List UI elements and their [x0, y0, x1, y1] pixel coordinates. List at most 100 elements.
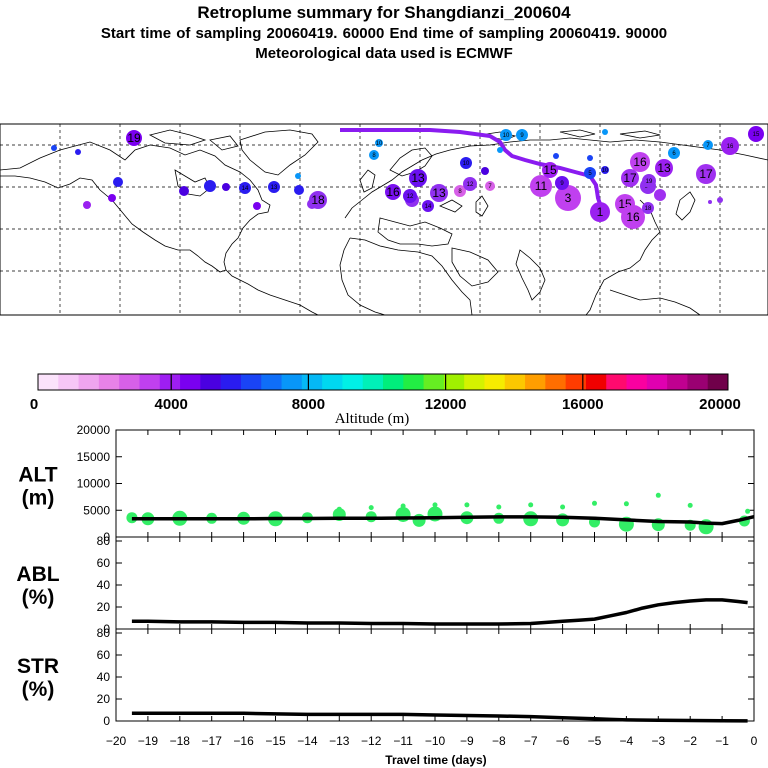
y-tick-label: 40 [97, 578, 111, 592]
coast-india [515, 249, 546, 301]
colorbar-swatch [180, 374, 201, 390]
series-line [131, 514, 755, 526]
plume-marker: 12 [463, 177, 477, 191]
plume-dot [497, 147, 503, 153]
plume-circle [239, 182, 251, 194]
plume-label: 18 [311, 193, 325, 207]
plume-marker: 18 [309, 191, 327, 209]
x-tick-label: −17 [202, 734, 223, 748]
plume-marker: 9 [555, 176, 569, 190]
colorbar-swatch [362, 374, 384, 390]
plume-marker: 13 [655, 159, 673, 177]
plume-marker: 13 [268, 181, 280, 193]
colorbar-tick-label: 4000 [155, 396, 188, 413]
plume-dot [553, 153, 559, 159]
colorbar-swatch [38, 374, 59, 390]
plume-marker: 5 [584, 167, 596, 179]
panel-label-bottom: (%) [22, 586, 55, 609]
plume-dot [654, 189, 666, 201]
plume-circle [748, 126, 764, 142]
plume-circle [268, 181, 280, 193]
x-tick-label: −15 [265, 734, 286, 748]
plume-marker: 8 [369, 150, 379, 160]
colorbar-swatch [342, 374, 364, 390]
plume-circle [655, 159, 673, 177]
colorbar-swatch [707, 374, 729, 390]
colorbar-swatch [159, 374, 181, 390]
plume-dot [602, 129, 608, 135]
colorbar-tick-label: 8000 [292, 396, 325, 413]
plume-label: 14 [425, 204, 432, 210]
x-tick-label: −10 [425, 734, 446, 748]
x-tick-label: −14 [297, 734, 318, 748]
plume-marker: 16 [385, 184, 401, 200]
plume-marker: 14 [422, 200, 434, 212]
x-tick-label: −20 [106, 734, 127, 748]
plume-label: 15 [753, 132, 760, 138]
plume-circle [375, 139, 383, 147]
plume-circle [500, 129, 512, 141]
plume-marker: 7 [703, 140, 713, 150]
colorbar-swatch [119, 374, 140, 390]
plume-label: 7 [488, 184, 492, 190]
y-tick-label: 0 [103, 530, 110, 544]
panel-str: 80 60 40 20 0 STR(%) [17, 626, 755, 728]
colorbar-tick-label: 16000 [562, 396, 604, 413]
x-tick-label: −2 [683, 734, 697, 748]
plume-circle [621, 169, 639, 187]
y-tick-label: 5000 [83, 503, 110, 517]
y-tick-label: 15000 [77, 450, 111, 464]
coast-arabia [451, 247, 499, 287]
plume-label: 10 [463, 161, 470, 167]
altitude-cluster-point [368, 505, 374, 511]
plume-label: 10 [602, 168, 609, 174]
plume-label: 8 [458, 189, 462, 195]
x-tick-label: 0 [751, 734, 758, 748]
plume-label: 6 [672, 151, 676, 157]
altitude-cluster-point [464, 502, 470, 508]
altitude-cluster-point [592, 500, 597, 506]
colorbar-swatch [545, 374, 567, 390]
colorbar-tick-label: 20000 [699, 396, 741, 413]
colorbar-swatch [525, 374, 546, 390]
plume-label: 13 [432, 186, 446, 200]
plume-label: 13 [271, 185, 278, 191]
plume-dot [481, 167, 489, 175]
x-tick-label: −11 [393, 734, 413, 748]
plume-circle [430, 184, 448, 202]
sampling-times: Start time of sampling 20060419. 60000 E… [100, 25, 668, 42]
plume-label: 19 [127, 131, 141, 145]
plume-marker: 13 [409, 169, 427, 187]
plume-circle [422, 200, 434, 212]
plume-dot [708, 200, 712, 204]
plume-dot [108, 194, 116, 202]
colorbar-swatch [301, 374, 323, 390]
colorbar-swatch [585, 374, 607, 390]
plume-label: 12 [467, 182, 474, 188]
plume-circle [385, 184, 401, 200]
colorbar-tick-label: 0 [30, 396, 38, 413]
coastlines [0, 129, 768, 316]
plume-dot [51, 145, 57, 151]
panel-label-top: STR [17, 655, 59, 678]
colorbar-swatch [200, 374, 222, 390]
x-tick-label: −16 [233, 734, 254, 748]
coast-asia-east [585, 199, 661, 316]
plume-label: 15 [543, 163, 557, 177]
altitude-cluster-point [400, 503, 406, 509]
panel-alt: 20000 15000 10000 5000 0 ALT(m) [18, 423, 755, 544]
plume-marker: 9 [516, 129, 528, 141]
x-tick-label: −12 [361, 734, 382, 748]
plume-label: 16 [386, 185, 400, 199]
plume-dot [75, 149, 81, 155]
plume-circle [555, 176, 569, 190]
plume-marker: 10 [601, 166, 609, 174]
plume-circle [542, 162, 558, 178]
y-tick-label: 10000 [77, 477, 111, 491]
altitude-cluster-point [655, 492, 661, 498]
plume-circle [630, 152, 650, 172]
plume-marker: 13 [430, 184, 448, 202]
plume-marker: 15 [542, 162, 558, 178]
plume-circle [601, 166, 609, 174]
